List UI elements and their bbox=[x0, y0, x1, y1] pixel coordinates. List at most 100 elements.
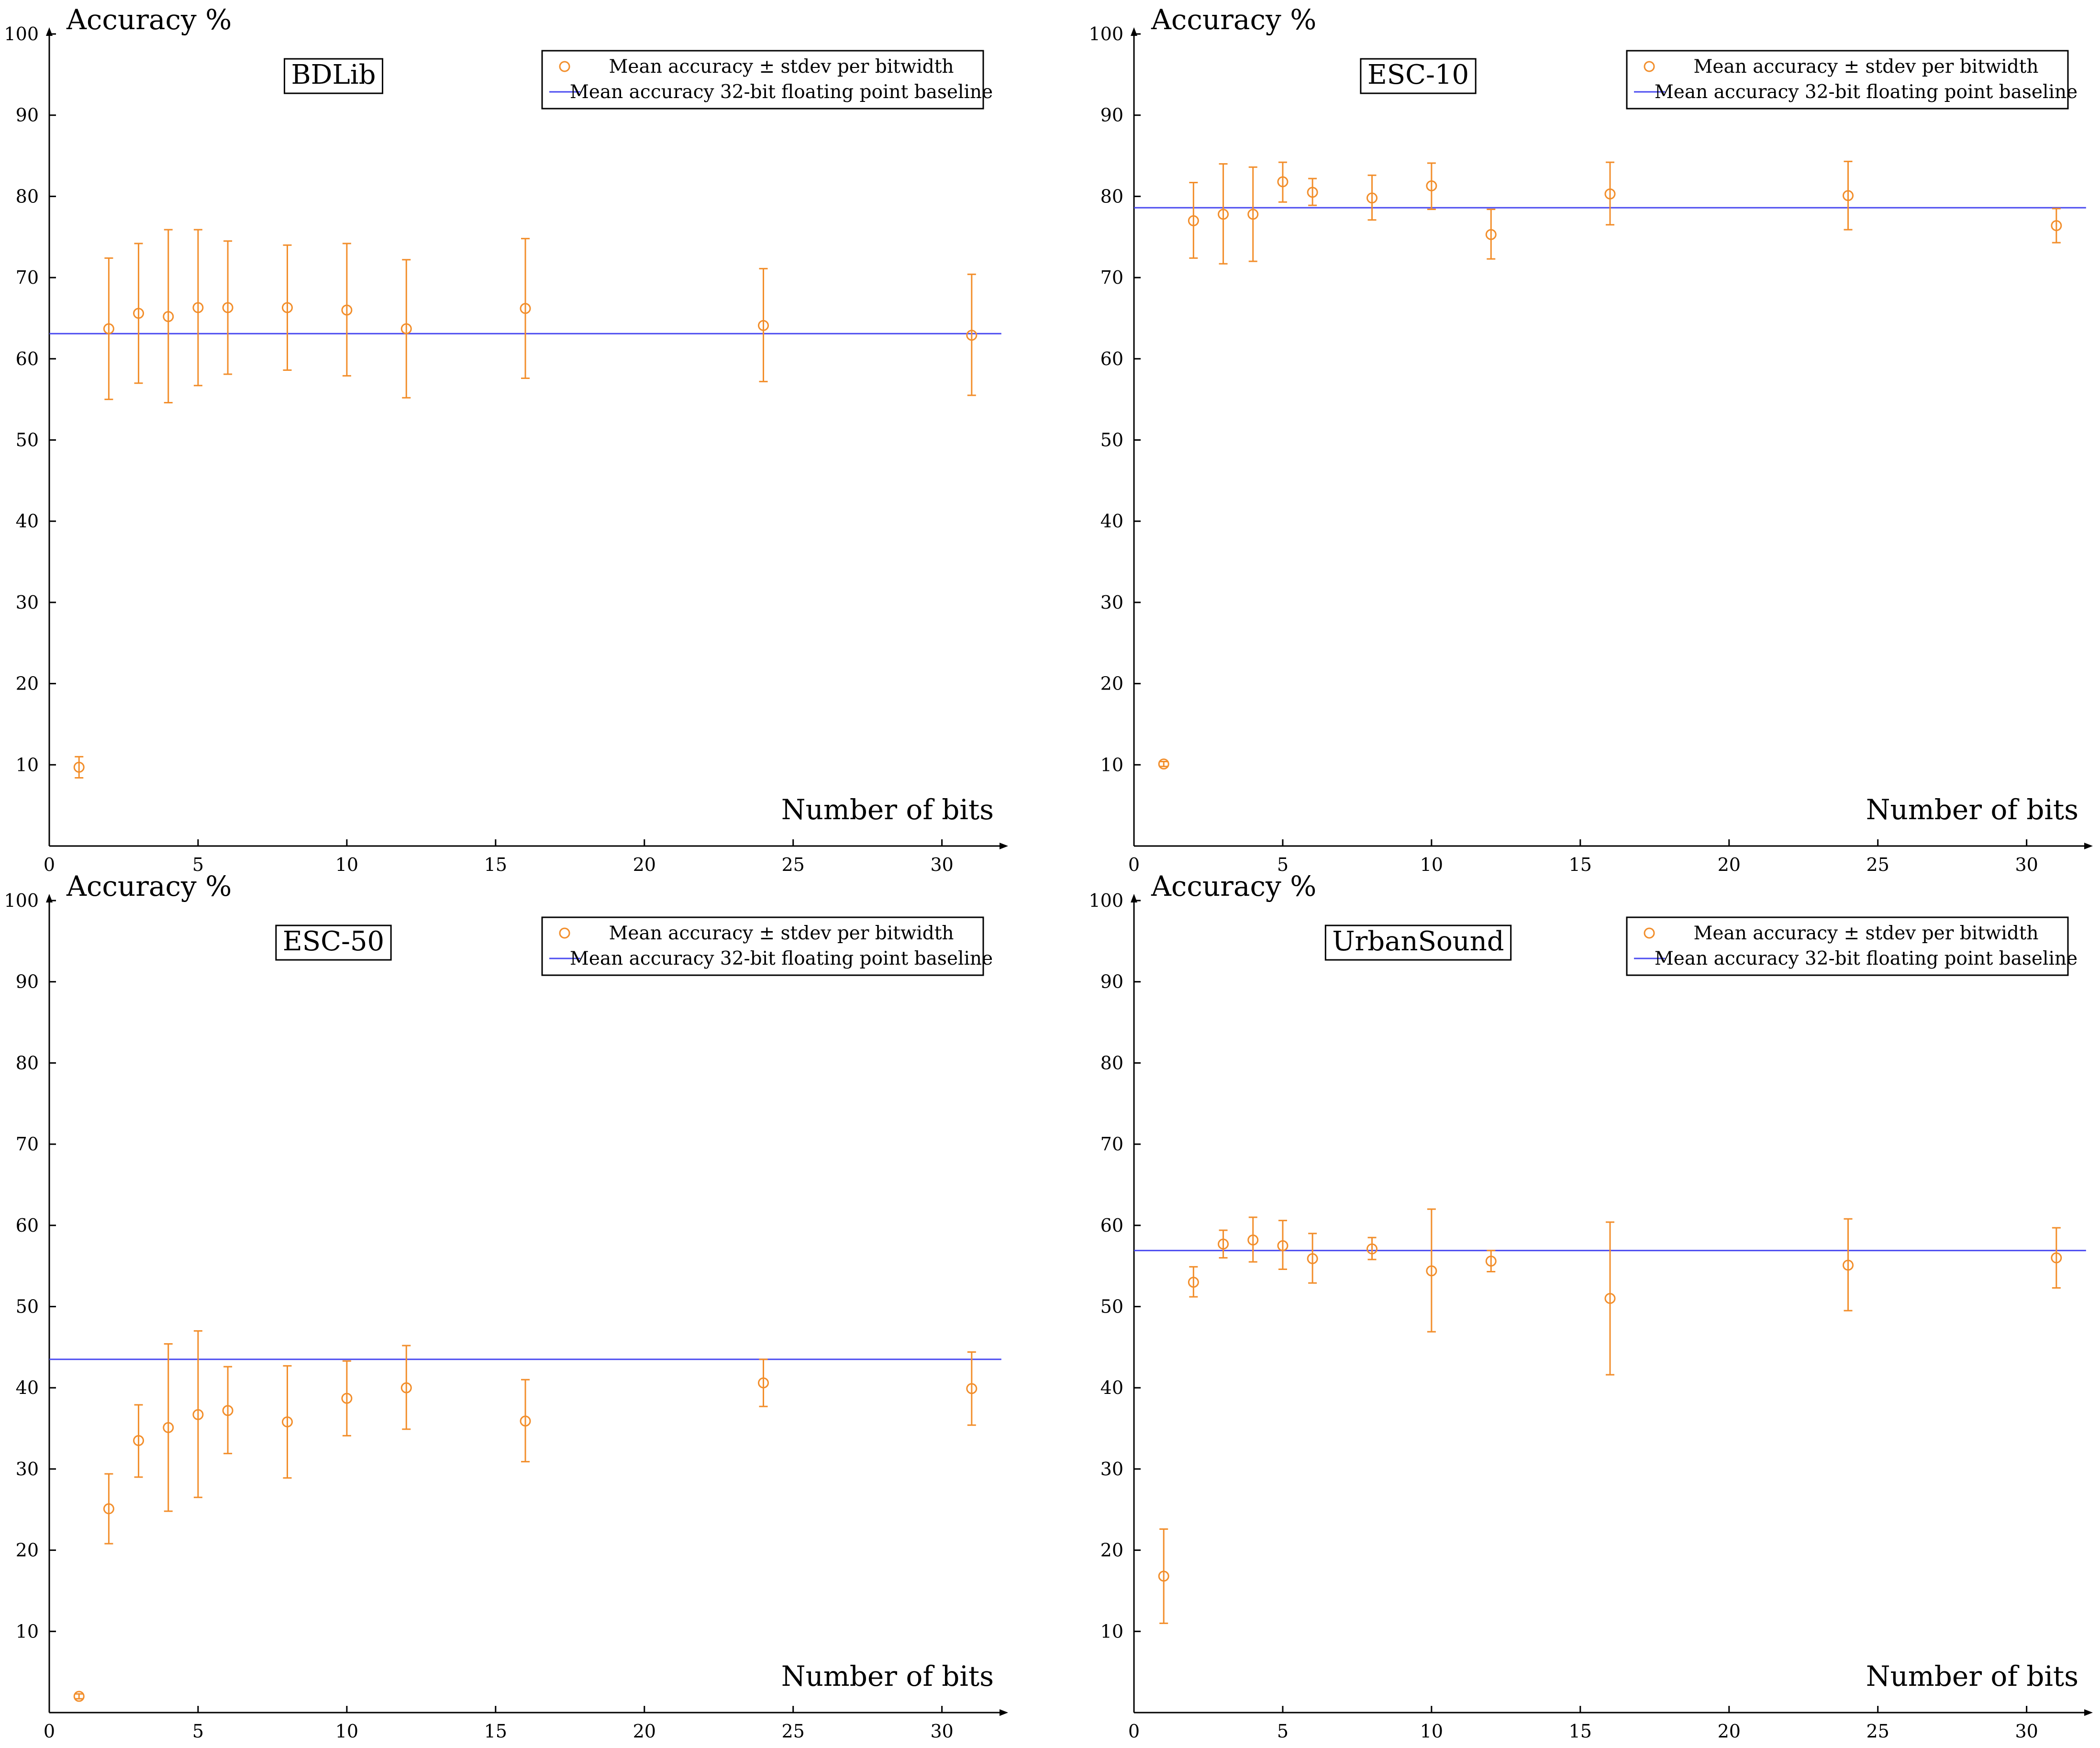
legend: Mean accuracy ± stdev per bitwidth Mean … bbox=[1626, 916, 2078, 976]
x-tick-label: 20 bbox=[1718, 854, 1741, 875]
y-tick-label: 40 bbox=[1100, 1377, 1123, 1398]
mean-marker bbox=[2051, 1252, 2062, 1264]
mean-marker bbox=[1218, 1238, 1229, 1250]
y-tick-label: 10 bbox=[1100, 1621, 1123, 1642]
title-box: ESC-50 bbox=[275, 924, 392, 961]
legend-entry-points: Mean accuracy ± stdev per bitwidth bbox=[1693, 56, 2038, 78]
title-box: UrbanSound bbox=[1324, 924, 1512, 961]
mean-marker bbox=[192, 1409, 204, 1420]
data-point bbox=[222, 1366, 233, 1455]
y-tick-label: 90 bbox=[16, 971, 39, 992]
x-tick-label: 20 bbox=[633, 854, 656, 875]
mean-marker bbox=[400, 1382, 412, 1393]
panel-esc10: 10 20 30 40 50 60 70 80 90 100 0 5 10 15 20 25 30 Accur… bbox=[1089, 3, 2093, 875]
mean-marker bbox=[1277, 1240, 1289, 1251]
data-point bbox=[400, 259, 412, 399]
y-tick-label: 10 bbox=[1100, 754, 1123, 775]
x-axis-arrow-icon bbox=[2084, 1709, 2093, 1716]
y-tick-label: 70 bbox=[16, 267, 39, 288]
data-point bbox=[1485, 1249, 1497, 1273]
y-tick-label: 20 bbox=[1100, 1540, 1123, 1561]
x-tick-label: 5 bbox=[1277, 854, 1289, 875]
y-tick-label: 50 bbox=[16, 1296, 39, 1317]
data-point bbox=[163, 229, 174, 403]
y-ticks: 10 20 30 40 50 60 70 80 90 100 bbox=[1089, 890, 1141, 1642]
mean-marker bbox=[1158, 758, 1169, 770]
data-point bbox=[1247, 166, 1259, 262]
data-point bbox=[1218, 163, 1229, 265]
axis-x bbox=[49, 1709, 1008, 1716]
y-tick-label: 20 bbox=[16, 1540, 39, 1561]
x-ticks: 0 5 10 15 20 25 30 bbox=[44, 1706, 954, 1742]
y-axis-title: Accuracy % bbox=[66, 870, 232, 902]
y-tick-label: 50 bbox=[1100, 1296, 1123, 1317]
x-tick-label: 25 bbox=[1867, 1721, 1889, 1742]
x-tick-label: 25 bbox=[782, 1721, 805, 1742]
x-tick-label: 5 bbox=[192, 1721, 204, 1742]
y-axis-title: Accuracy % bbox=[1151, 3, 1316, 36]
panel-title: BDLib bbox=[291, 59, 376, 90]
x-tick-label: 10 bbox=[1420, 1721, 1443, 1742]
y-tick-label: 20 bbox=[16, 673, 39, 694]
y-tick-label: 40 bbox=[1100, 511, 1123, 532]
y-tick-label: 70 bbox=[1100, 1134, 1123, 1155]
x-tick-label: 15 bbox=[484, 854, 507, 875]
y-tick-label: 70 bbox=[16, 1134, 39, 1155]
x-tick-label: 10 bbox=[335, 854, 358, 875]
mean-marker bbox=[73, 761, 85, 773]
x-axis-arrow-icon bbox=[2084, 843, 2093, 849]
legend-marker-icon bbox=[559, 61, 570, 72]
mean-marker bbox=[520, 1415, 531, 1427]
data-point bbox=[758, 267, 769, 382]
data-point bbox=[341, 1360, 353, 1436]
y-tick-label: 100 bbox=[4, 890, 39, 911]
data-point bbox=[133, 1404, 144, 1478]
mean-marker bbox=[2051, 220, 2062, 231]
legend-marker-icon bbox=[559, 927, 570, 939]
y-tick-label: 50 bbox=[1100, 430, 1123, 451]
panel-title: UrbanSound bbox=[1332, 926, 1504, 957]
data-point bbox=[758, 1358, 769, 1407]
x-tick-label: 20 bbox=[1718, 1721, 1741, 1742]
x-tick-label: 10 bbox=[335, 1721, 358, 1742]
x-tick-label: 0 bbox=[1128, 854, 1140, 875]
mean-marker bbox=[400, 323, 412, 334]
mean-marker bbox=[1485, 229, 1497, 240]
data-point bbox=[282, 1365, 293, 1479]
legend-frame bbox=[1626, 916, 2069, 976]
legend-entry-points: Mean accuracy ± stdev per bitwidth bbox=[609, 56, 954, 78]
data-point bbox=[1188, 1266, 1199, 1298]
data-point bbox=[1158, 1528, 1169, 1624]
mean-marker bbox=[192, 302, 204, 313]
data-point bbox=[1247, 1216, 1259, 1263]
panel-title: ESC-10 bbox=[1367, 59, 1469, 90]
y-axis-title: Accuracy % bbox=[1151, 870, 1316, 902]
panel-title: ESC-50 bbox=[283, 926, 384, 957]
mean-marker bbox=[1158, 1570, 1169, 1582]
y-axis-title: Accuracy % bbox=[66, 3, 232, 36]
x-axis-title: Number of bits bbox=[1866, 1660, 2078, 1692]
panel-bdlib: 10 20 30 40 50 60 70 80 90 100 0 5 10 15 20 25 30 Accur… bbox=[4, 3, 1008, 875]
data-point bbox=[1188, 182, 1199, 259]
mean-marker bbox=[1247, 209, 1259, 220]
data-point bbox=[2051, 1227, 2062, 1289]
data-points bbox=[73, 229, 978, 779]
x-tick-label: 0 bbox=[44, 854, 55, 875]
mean-marker bbox=[282, 302, 293, 313]
y-tick-label: 70 bbox=[1100, 267, 1123, 288]
mean-marker bbox=[1843, 190, 1854, 201]
data-point bbox=[1158, 758, 1169, 770]
data-point bbox=[103, 257, 114, 401]
data-point bbox=[133, 243, 144, 384]
legend: Mean accuracy ± stdev per bitwidth Mean … bbox=[541, 916, 993, 976]
y-tick-label: 10 bbox=[16, 754, 39, 775]
data-points bbox=[73, 1330, 978, 1702]
legend-marker-icon bbox=[1644, 61, 1655, 72]
y-tick-label: 30 bbox=[16, 592, 39, 613]
x-tick-label: 15 bbox=[1569, 1721, 1592, 1742]
legend-frame bbox=[541, 916, 984, 976]
x-axis-arrow-icon bbox=[1000, 1709, 1008, 1716]
mean-marker bbox=[1218, 209, 1229, 220]
y-tick-label: 60 bbox=[16, 348, 39, 369]
